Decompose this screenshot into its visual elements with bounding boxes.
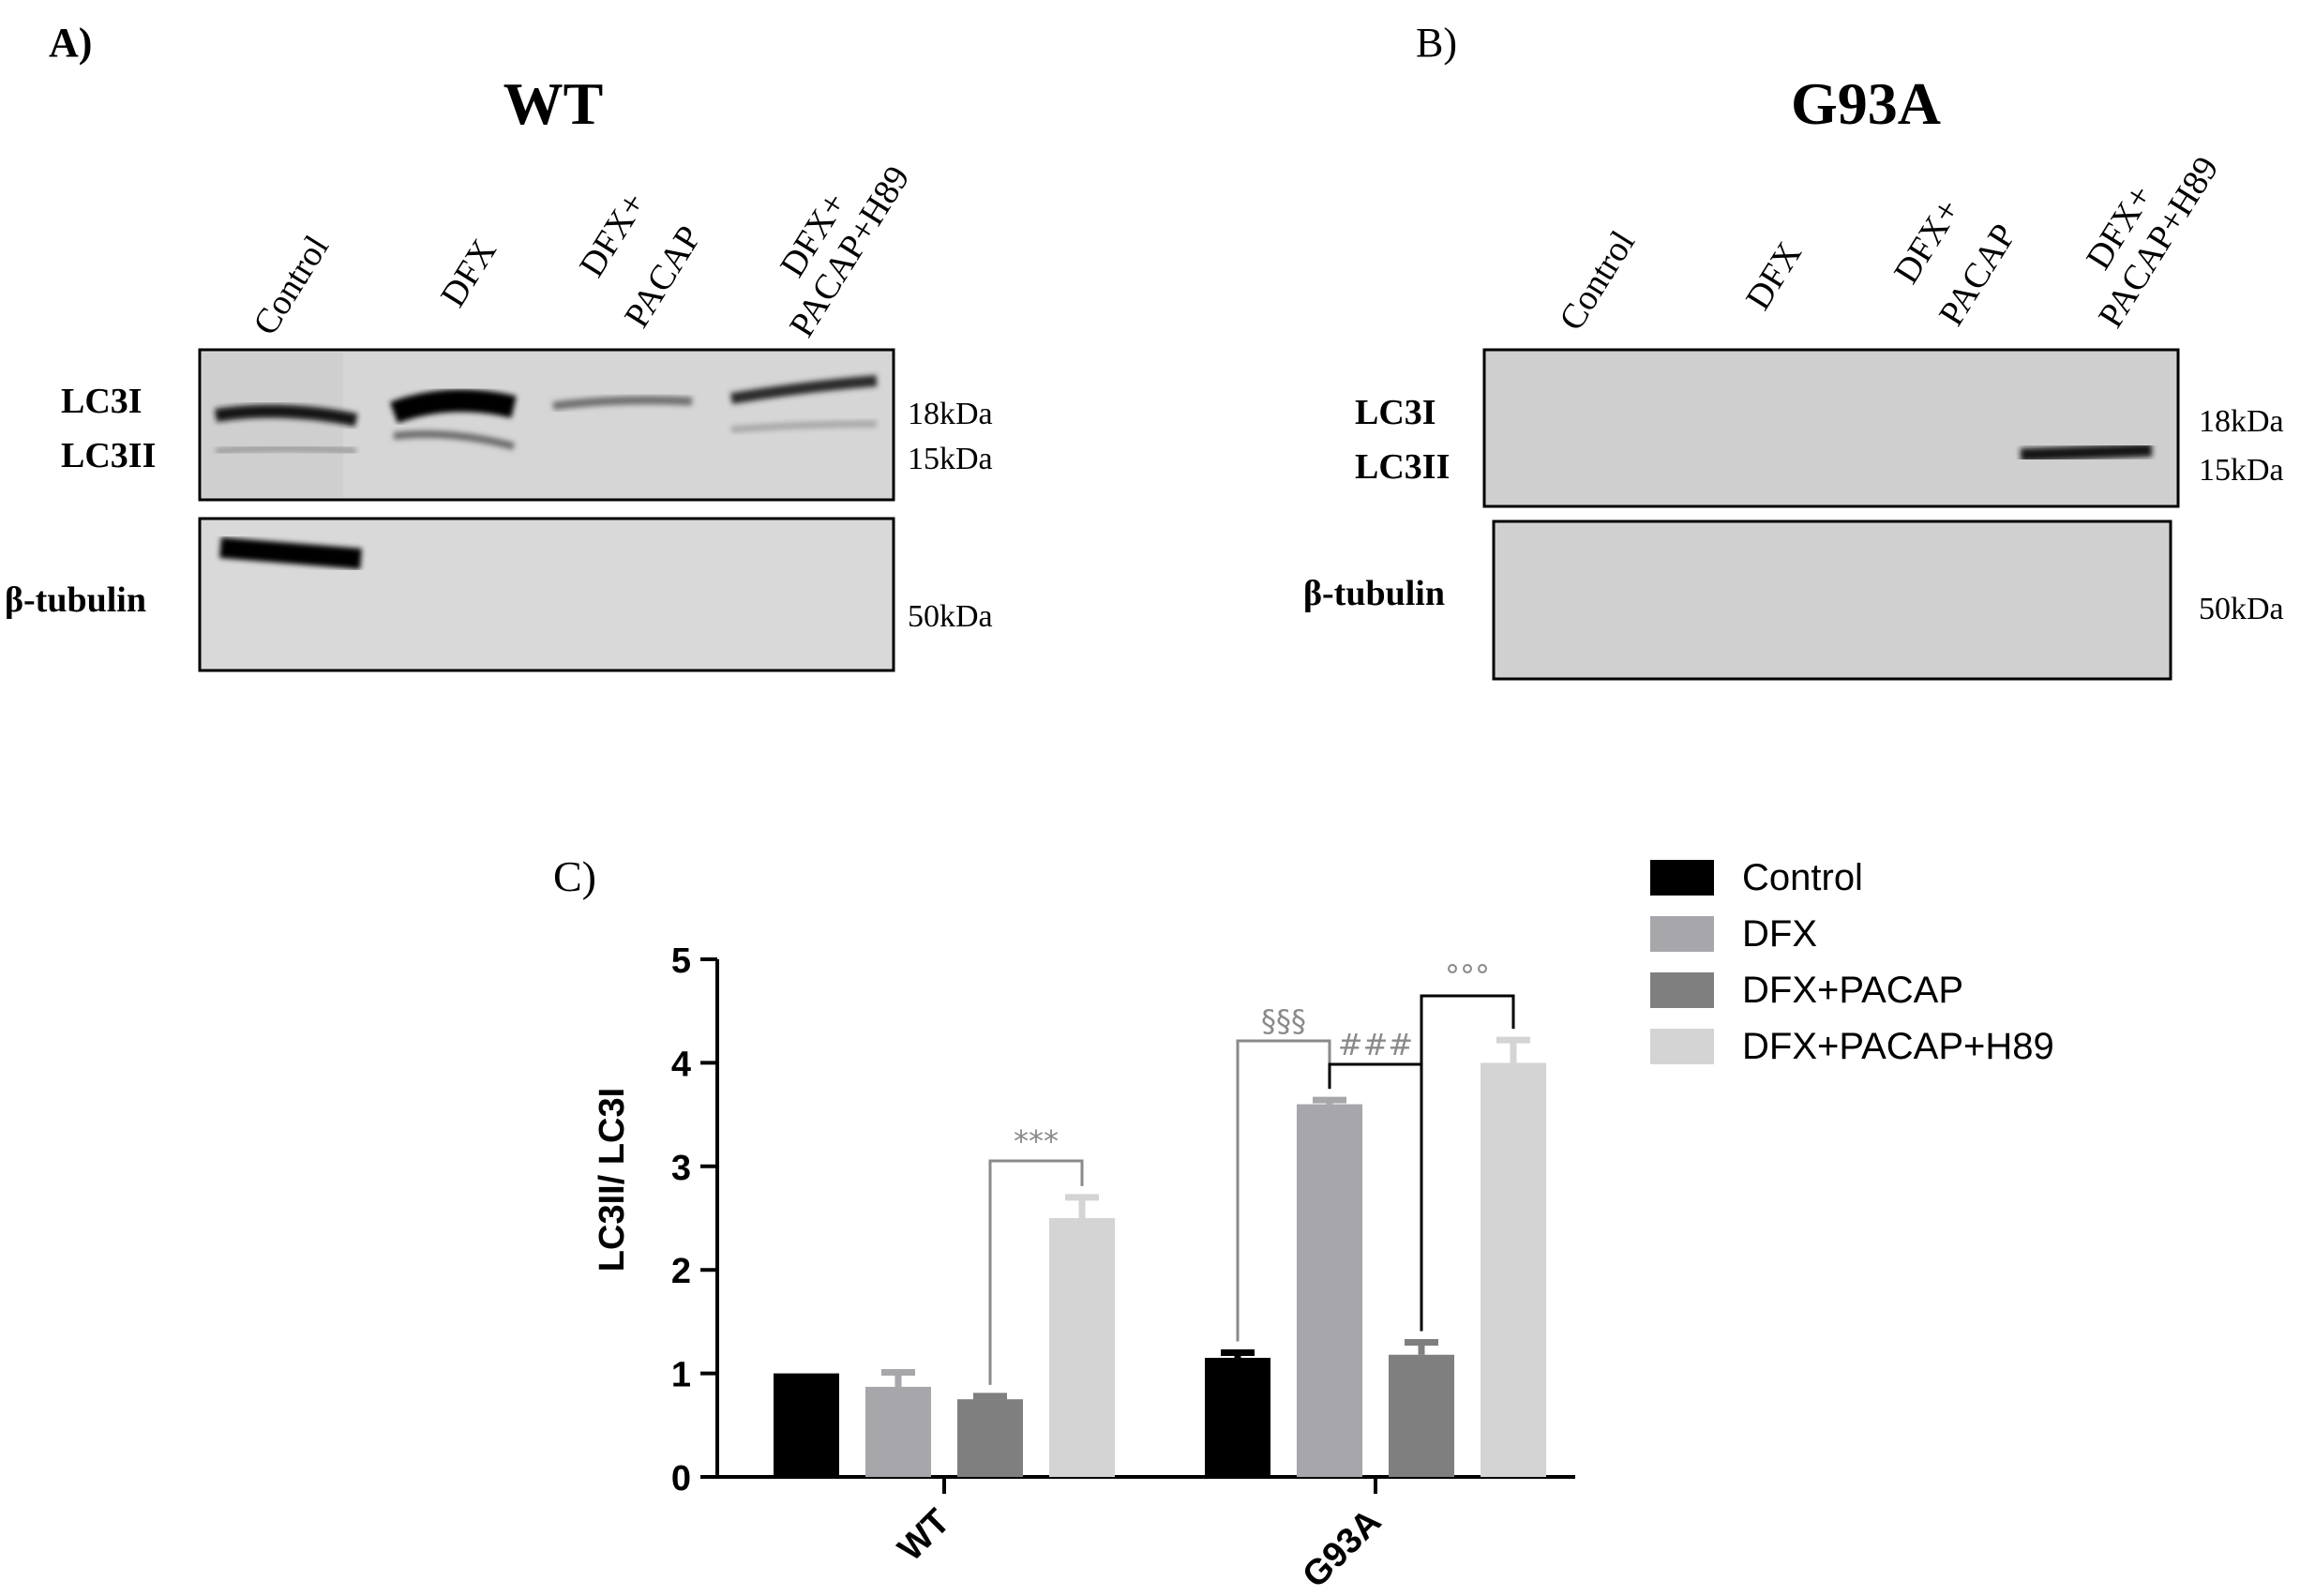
bar-wt-series-2 [957,1399,1023,1477]
significance-label-3: °°° [1445,958,1490,994]
panel-a: A) WT Control DFX DFX+ PACAP DFX+ PACAP+… [5,20,993,672]
panel-a-marker-15kda: 15kDa [908,442,993,476]
legend-swatch-2 [1650,972,1714,1008]
x-tick-label-g93a: G93A [1295,1502,1389,1596]
band-a-lc3i-dfx-pacap [552,396,693,411]
y-axis-label: LC3II/ LC3I [593,1088,632,1272]
legend-label-2: DFX+PACAP [1742,970,1963,1011]
bar-wt-series-1 [865,1386,931,1477]
y-tick-label: 5 [671,941,691,981]
panel-b-lane-label-control: Control [1552,224,1643,338]
panel-b-letter: B) [1416,20,1457,66]
y-tick-label: 3 [671,1149,691,1188]
panel-a-lane-label-control: Control [246,229,337,342]
significance-bracket-0 [988,1159,1084,1385]
panel-a-band-label-tubulin: β-tubulin [5,580,146,620]
panel-a-title: WT [504,70,604,137]
band-a-lc3i-dfx [389,389,517,424]
panel-b-band-label-lc3i: LC3I [1355,393,1436,432]
significance-label-1: §§§ [1261,1003,1306,1039]
band-a-lc3i-control [214,404,358,427]
panel-c-letter: C) [553,852,596,900]
x-tick-label-wt: WT [891,1502,957,1569]
legend-label-3: DFX+PACAP+H89 [1742,1026,2054,1067]
legend-label-1: DFX [1742,913,1817,955]
panel-a-lane-label-dfx-pacap-line1: DFX+ [572,186,654,284]
significance-label-2: ### [1338,1027,1413,1062]
legend: Control DFX DFX+PACAP DFX+PACAP+H89 [1650,857,2054,1067]
band-a-lc3ii-control [215,444,357,455]
panel-b: B) G93A Control DFX DFX+ PACAP DFX+ PACA… [1303,20,2284,681]
panel-b-tubulin-blot [1492,519,2172,681]
panel-b-lc3-blot [1482,348,2180,508]
panel-a-letter: A) [49,20,92,66]
band-a-lc3i-dfx-pacap-h89 [730,375,878,404]
significance-bracket-3 [1420,994,1515,1332]
band-a-tubulin-control [219,537,362,569]
panel-a-marker-50kda: 50kDa [908,599,993,634]
legend-swatch-0 [1650,860,1714,896]
panel-a-tubulin-blot [198,517,895,672]
y-tick-label: 0 [671,1459,691,1498]
panel-a-lane-label-dfx: DFX [433,233,504,314]
panel-b-lane-label-dfx: DFX [1738,235,1810,317]
panel-b-marker-50kda: 50kDa [2199,592,2284,626]
panel-a-lc3-blot [198,348,895,502]
y-tick-label: 2 [671,1252,691,1291]
band-a-lc3ii-dfx-pacap-h89 [730,420,878,433]
panel-a-marker-18kda: 18kDa [908,397,993,431]
legend-swatch-1 [1650,916,1714,952]
bar-wt-series-0 [774,1373,839,1477]
panel-a-band-label-lc3ii: LC3II [61,436,156,475]
legend-swatch-3 [1650,1029,1714,1064]
bar-g93a-series-3 [1481,1062,1546,1477]
bar-g93a-series-2 [1389,1354,1454,1477]
band-b-lc3ii-dfx-pacap-h89 [2020,444,2153,461]
panel-a-band-label-lc3i: LC3I [61,382,143,421]
y-tick-label: 4 [671,1045,691,1084]
legend-label-0: Control [1742,857,1863,898]
panel-b-band-label-lc3ii: LC3II [1355,447,1450,487]
panel-b-marker-15kda: 15kDa [2199,453,2284,488]
panel-b-band-label-tubulin: β-tubulin [1303,574,1445,613]
bar-wt-series-3 [1049,1218,1115,1477]
significance-label-0: *** [1014,1123,1059,1159]
bar-g93a-series-1 [1297,1104,1362,1477]
bar-chart: 0 1 2 3 4 5 WT G93A *** §§§ ### °°° [671,941,1575,1596]
bar-g93a-series-0 [1205,1358,1270,1477]
y-tick-label: 1 [671,1356,691,1395]
band-a-lc3ii-dfx [393,430,516,450]
panel-b-title: G93A [1791,70,1941,137]
panel-b-marker-18kda: 18kDa [2199,404,2284,439]
